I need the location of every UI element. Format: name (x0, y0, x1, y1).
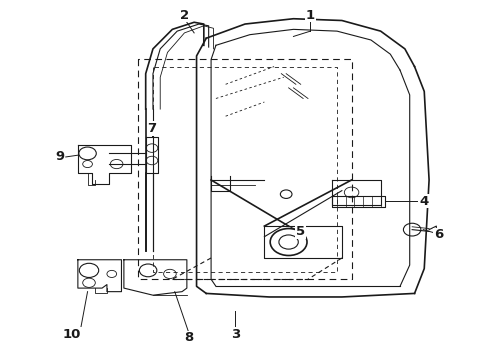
Text: 7: 7 (147, 122, 156, 135)
Text: 10: 10 (63, 328, 81, 341)
Text: 1: 1 (306, 9, 315, 22)
Text: 9: 9 (55, 150, 65, 163)
Text: 3: 3 (231, 328, 240, 341)
Text: 8: 8 (185, 331, 194, 344)
Text: 4: 4 (419, 195, 429, 208)
Text: 6: 6 (434, 229, 443, 242)
Text: 2: 2 (180, 9, 189, 22)
Text: 5: 5 (296, 225, 305, 238)
